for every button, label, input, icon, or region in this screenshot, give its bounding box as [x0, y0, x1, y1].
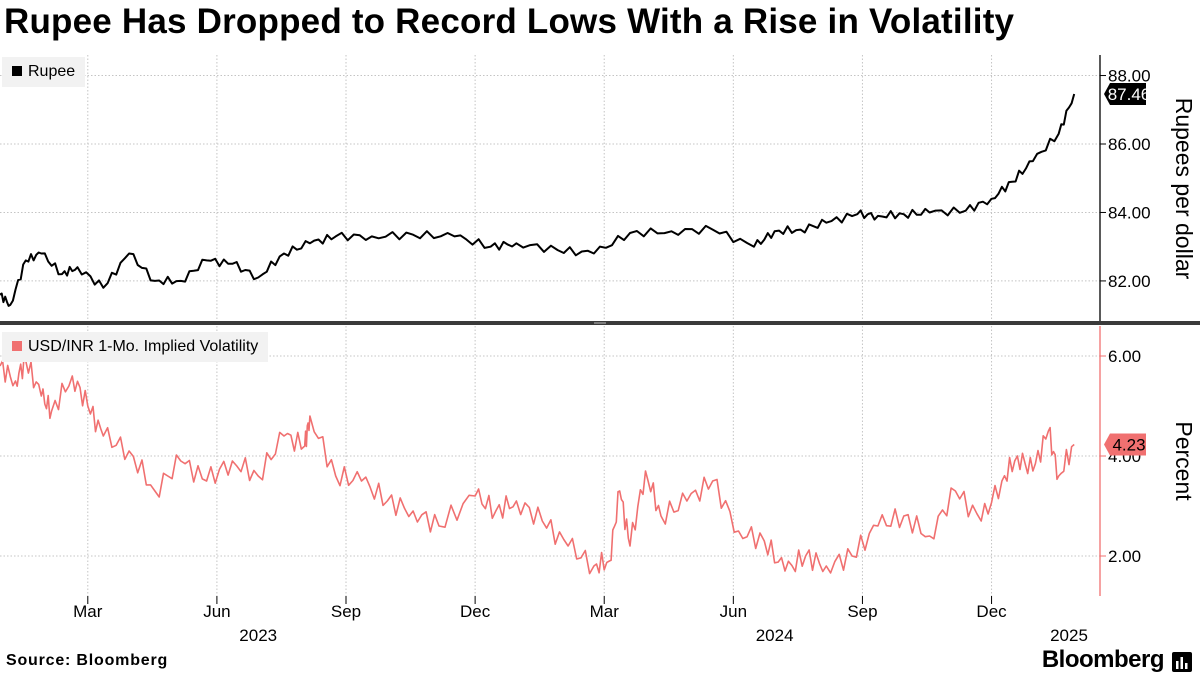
- x-tick-label-3: Sep: [331, 602, 361, 621]
- x-tick-label-7: Sep: [847, 602, 877, 621]
- x-tick-label-4: Dec: [460, 602, 491, 621]
- legend-volatility: USD/INR 1-Mo. Implied Volatility: [2, 332, 269, 362]
- legend-rupee-label: Rupee: [28, 63, 76, 80]
- x-year-label-3: 2025: [1050, 626, 1088, 645]
- brand-logo: Bloomberg: [1041, 646, 1165, 673]
- label-layer: Mar Jun Sep Dec Mar Jun Sep Dec 2023 2024 2025 82.0…: [73, 67, 1197, 645]
- legend-volatility-label: USD/INR 1-Mo. Implied Volatility: [28, 338, 259, 355]
- series-line-rupee: [0, 93, 1076, 307]
- last-value-label-panel-2: 4.23: [1112, 436, 1145, 455]
- last-value-label-panel-1: 87.46: [1108, 85, 1151, 104]
- legend-rupee: Rupee: [2, 57, 86, 87]
- y-axis-title-panel-1: Rupees per dollar: [1171, 98, 1197, 280]
- y-tick-label-panel-2-1: 2.00: [1108, 547, 1141, 566]
- series-line-volatility: [0, 354, 1075, 575]
- grid-layer: [0, 55, 1100, 596]
- legend-rupee-swatch: [12, 66, 22, 76]
- x-tick-label-1: Mar: [73, 602, 103, 621]
- x-tick-label-2: Jun: [203, 602, 230, 621]
- source-note: Source: Bloomberg: [6, 652, 169, 669]
- x-tick-label-6: Jun: [720, 602, 747, 621]
- bloomberg-terminal-icon: [1172, 652, 1192, 672]
- series-layer: [0, 93, 1076, 575]
- x-tick-label-5: Mar: [590, 602, 620, 621]
- x-tick-label-8: Dec: [976, 602, 1007, 621]
- x-year-label-1: 2023: [239, 626, 277, 645]
- x-year-label-2: 2024: [756, 626, 794, 645]
- legend-volatility-swatch: [12, 341, 22, 351]
- y-tick-label-panel-1-4: 88.00: [1108, 67, 1151, 86]
- y-axis-title-panel-2: Percent: [1171, 421, 1197, 501]
- y-tick-label-panel-2-3: 6.00: [1108, 347, 1141, 366]
- y-tick-label-panel-1-3: 86.00: [1108, 135, 1151, 154]
- y-tick-label-panel-1-1: 82.00: [1108, 272, 1151, 291]
- last-value-box-panel-1: [1104, 83, 1146, 106]
- last-value-box-panel-2: [1104, 433, 1146, 456]
- axis-layer: [0, 55, 1200, 604]
- chart-title: Rupee Has Dropped to Record Lows With a …: [4, 2, 1015, 41]
- y-tick-label-panel-1-2: 84.00: [1108, 203, 1151, 222]
